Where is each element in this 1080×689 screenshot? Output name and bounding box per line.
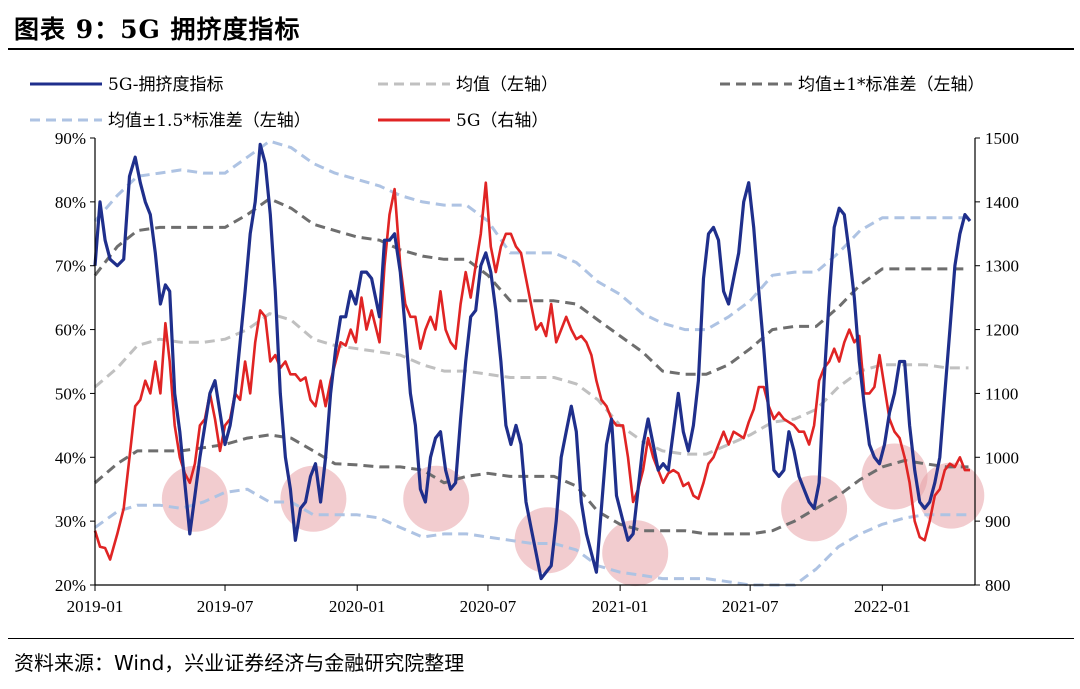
x-tick-label: 2019-07 (197, 597, 254, 616)
left-tick-label: 30% (55, 512, 86, 531)
highlight-circle-8 (918, 462, 985, 529)
highlight-circle-3 (403, 465, 470, 532)
chart-lines (93, 139, 972, 587)
x-tick-label: 2020-01 (329, 597, 386, 616)
left-tick-label: 90% (55, 129, 86, 148)
x-tick-label: 2020-07 (460, 597, 517, 616)
right-tick-label: 1200 (985, 321, 1019, 340)
source-note: 资料来源：Wind，兴业证券经济与金融研究院整理 (14, 651, 465, 675)
highlight-circle-5 (602, 520, 669, 587)
left-tick-label: 80% (55, 193, 86, 212)
right-tick-label: 1400 (985, 193, 1019, 212)
page-title: 图表 9：5G 拥挤度指标 (14, 15, 301, 44)
x-tick-label: 2021-07 (722, 597, 779, 616)
chart-axes: 20% 30% 40% 50% 60% 70% 80% 90% 800 900 1000 1100 12… (55, 129, 1019, 616)
right-tick-label: 800 (985, 576, 1011, 595)
left-tick-label: 60% (55, 321, 86, 340)
series-line-band15-4 (93, 139, 969, 332)
legend-label-crowding: 5G-拥挤度指标 (108, 75, 223, 95)
left-tick-label: 40% (55, 448, 86, 467)
source-divider (8, 638, 1074, 639)
legend-label-band15: 均值±1.5*标准差（左轴） (108, 111, 311, 131)
x-tick-label: 2022-01 (854, 597, 911, 616)
right-tick-label: 1500 (985, 129, 1019, 148)
x-tick-label: 2019-01 (67, 597, 124, 616)
legend-label-band1: 均值±1*标准差（左轴） (798, 75, 985, 95)
left-tick-label: 50% (55, 384, 86, 403)
series-line-mean-1 (94, 312, 969, 456)
series-line-crowding-0 (93, 142, 972, 581)
left-tick-label: 20% (55, 576, 86, 595)
right-tick-label: 1100 (985, 384, 1018, 403)
left-tick-label: 70% (55, 257, 86, 276)
right-tick-label: 1300 (985, 257, 1019, 276)
legend-label-mean: 均值（左轴） (456, 75, 558, 95)
right-tick-label: 1000 (985, 448, 1019, 467)
x-tick-label: 2021-01 (592, 597, 649, 616)
series-line-band1-2 (93, 197, 969, 376)
highlight-circle-2 (280, 465, 347, 532)
highlight-circle-4 (514, 507, 581, 574)
legend-label-fiveg: 5G（右轴） (456, 111, 548, 131)
title-divider (8, 48, 1074, 50)
right-tick-label: 900 (985, 512, 1011, 531)
chart-legend: 5G-拥挤度指标 均值（左轴） 均值±1*标准差（左轴） 均值±1.5*标准差（左轴）… (30, 75, 985, 131)
